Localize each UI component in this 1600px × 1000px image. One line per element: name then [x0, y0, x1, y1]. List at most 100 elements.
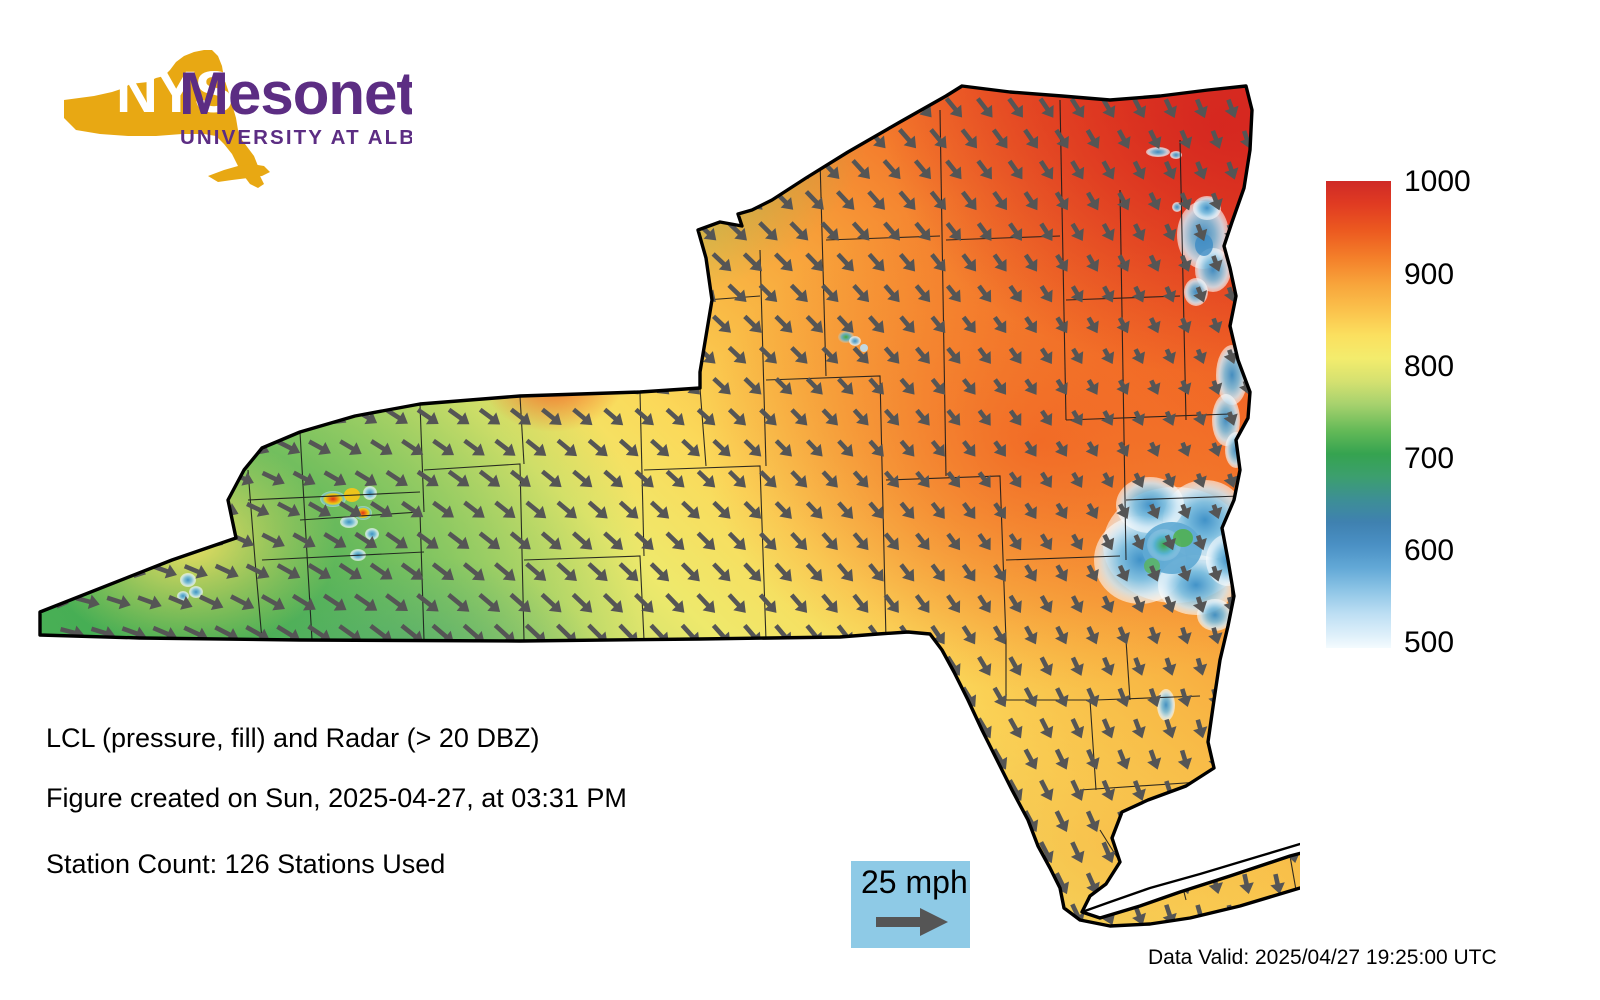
- wind-arrow: [805, 377, 823, 395]
- wind-arrow: [91, 377, 115, 392]
- wind-arrow: [1270, 688, 1285, 707]
- wind-arrow: [1254, 411, 1269, 426]
- wind-arrow: [1146, 565, 1161, 582]
- wind-arrow: [899, 315, 915, 333]
- wind-arrow: [1285, 286, 1300, 303]
- wind-arrow: [976, 97, 993, 118]
- wind-arrow: [821, 283, 839, 303]
- wind-arrow: [929, 190, 947, 211]
- wind-arrow: [337, 685, 363, 705]
- wind-arrow: [556, 314, 578, 333]
- wind-arrow: [322, 655, 347, 674]
- colorbar-tick-700: 700: [1404, 442, 1455, 475]
- wind-arrow: [447, 593, 470, 612]
- wind-arrow: [445, 96, 472, 116]
- wind-arrow: [632, 96, 657, 117]
- wind-arrow: [215, 378, 239, 393]
- wind-arrow: [1070, 718, 1085, 739]
- wind-arrow: [663, 96, 687, 117]
- wind-arrow: [1177, 503, 1192, 520]
- wind-arrow: [1270, 442, 1285, 457]
- wind-arrow: [852, 655, 869, 676]
- wind-arrow: [1208, 627, 1223, 645]
- wind-arrow: [107, 408, 131, 423]
- wind-arrow: [198, 656, 224, 673]
- wind-arrow: [414, 96, 442, 116]
- wind-arrow: [883, 593, 899, 613]
- wind-arrow: [106, 532, 131, 547]
- wind-arrow: [788, 901, 808, 925]
- wind-arrow: [523, 127, 549, 148]
- wind-arrow: [930, 501, 945, 519]
- wind-arrow: [1146, 441, 1161, 457]
- wind-arrow: [758, 283, 778, 303]
- wind-arrow: [1239, 255, 1254, 272]
- wind-arrow: [1178, 129, 1193, 149]
- wind-arrow: [774, 501, 792, 519]
- wind-arrow: [1116, 503, 1130, 520]
- wind-arrow: [1055, 687, 1069, 708]
- wind-arrow: [1039, 779, 1054, 801]
- wind-arrow: [664, 777, 686, 801]
- wind-arrow: [587, 314, 609, 333]
- wind-arrow: [1239, 750, 1254, 770]
- wind-arrow: [353, 283, 378, 301]
- wind-arrow: [915, 408, 930, 426]
- wind-arrow: [215, 440, 239, 455]
- colorbar-tick-labels: 1000 900 800 700 600 500: [1404, 160, 1554, 680]
- wind-arrow: [291, 284, 317, 301]
- wind-arrow: [742, 252, 763, 272]
- wind-arrow: [913, 778, 931, 801]
- wind-arrow: [1116, 254, 1130, 272]
- wind-arrow: [1223, 780, 1239, 801]
- wind-arrow: [184, 440, 208, 455]
- wind-arrow: [773, 870, 793, 894]
- wind-arrow: [260, 222, 286, 239]
- wind-arrow: [868, 439, 884, 457]
- wind-arrow: [1285, 658, 1300, 676]
- wind-arrow: [277, 377, 301, 393]
- wind-arrow: [712, 376, 731, 395]
- wind-arrow: [1239, 565, 1254, 582]
- wind-arrow: [75, 594, 100, 609]
- wind-arrow: [76, 532, 100, 547]
- wind-arrow: [509, 283, 532, 302]
- wind-arrow: [821, 593, 838, 613]
- wind-arrow: [1070, 222, 1084, 242]
- wind-arrow: [338, 624, 362, 642]
- wind-arrow: [1008, 222, 1023, 241]
- wind-arrow: [805, 685, 823, 708]
- wind-arrow: [168, 471, 193, 486]
- wind-arrow: [199, 594, 224, 610]
- wind-arrow: [1285, 349, 1300, 364]
- wind-arrow: [882, 778, 900, 801]
- wind-arrow: [788, 96, 810, 118]
- wind-arrow: [1070, 285, 1084, 303]
- wind-arrow: [726, 221, 747, 241]
- wind-arrow: [45, 407, 69, 423]
- wind-arrow: [679, 189, 702, 210]
- wind-arrow: [354, 346, 378, 363]
- wind-arrow: [1039, 717, 1054, 739]
- wind-arrow: [618, 500, 639, 519]
- wind-arrow: [91, 315, 116, 330]
- wind-arrow: [1039, 594, 1053, 613]
- wind-arrow: [76, 469, 100, 485]
- wind-arrow: [245, 253, 271, 270]
- wind-arrow: [804, 127, 825, 149]
- wind-arrow: [1255, 224, 1270, 242]
- wind-arrow: [602, 220, 625, 241]
- wind-arrow: [929, 809, 946, 832]
- wind-arrow: [665, 469, 685, 488]
- wind-arrow: [1177, 565, 1192, 582]
- wind-arrow: [587, 500, 608, 519]
- wind-arrow: [1070, 409, 1084, 426]
- wind-arrow: [681, 438, 700, 457]
- wind-arrow: [369, 624, 393, 643]
- wind-arrow: [634, 592, 654, 613]
- wind-arrow: [478, 592, 501, 613]
- wind-arrow: [1132, 223, 1146, 242]
- wind-arrow: [91, 563, 116, 578]
- new-york-state-lcl-map[interactable]: [0, 0, 1300, 960]
- wind-arrow: [804, 870, 824, 894]
